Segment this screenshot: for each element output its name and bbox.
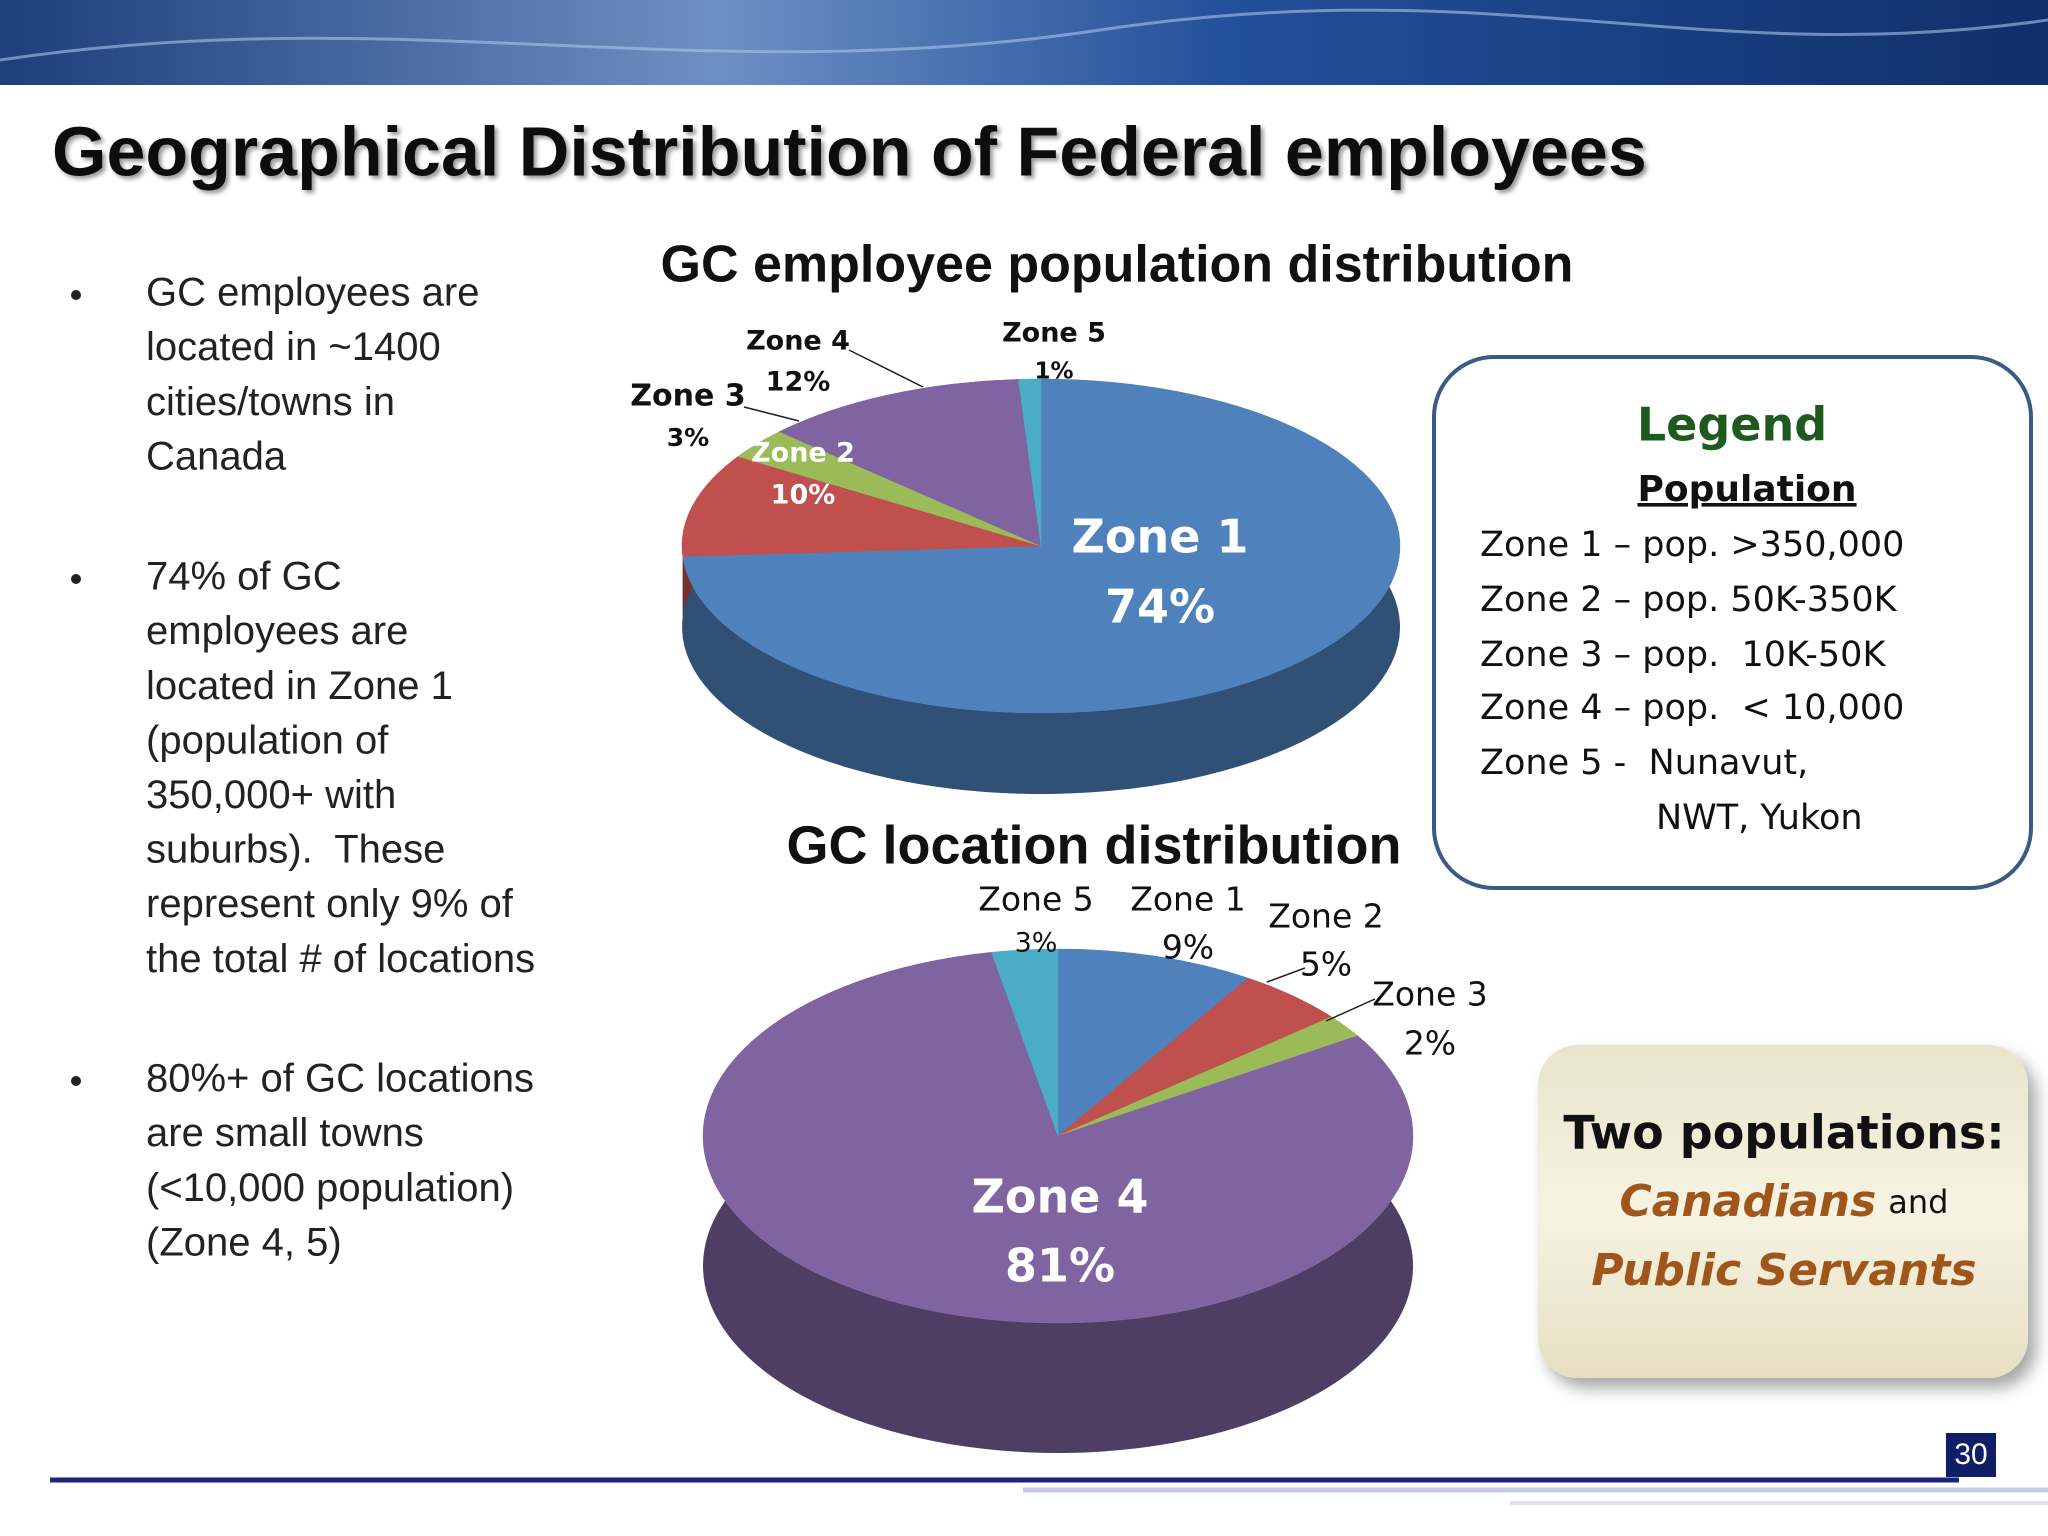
- slice: [991, 948, 1059, 1137]
- slice-value-label: 2%: [1404, 1024, 1456, 1063]
- bullet-text: Canada: [146, 434, 287, 478]
- slice: [681, 456, 1042, 557]
- bullet-dot: [71, 574, 81, 584]
- slice-label: Zone 2: [751, 438, 855, 469]
- callout-box: [1538, 1045, 2028, 1378]
- bullet-text: (Zone 4, 5): [146, 1220, 342, 1264]
- slice-value-label: 3%: [667, 423, 709, 452]
- slice-value-label: 3%: [1015, 928, 1058, 959]
- bullet-text: 80%+ of GC locations: [146, 1057, 534, 1101]
- slice-label: Zone 4: [972, 1170, 1149, 1224]
- legend-line: NWT, Yukon: [1656, 798, 1863, 838]
- slice: [778, 379, 1042, 547]
- callout-heading: Two populations:: [1563, 1106, 2004, 1160]
- callout-and: and: [1888, 1183, 1948, 1221]
- legend-line: Zone 3 – pop. 10K-50K: [1480, 635, 1886, 675]
- callout-emphasis: Canadians: [1620, 1176, 1877, 1227]
- callout-emphasis: Public Servants: [1591, 1245, 1976, 1296]
- leader-line: [1266, 967, 1306, 983]
- bullet-text: (population of: [146, 718, 389, 762]
- bullet-text: represent only 9% of: [146, 882, 514, 926]
- leader-line: [743, 406, 800, 422]
- slice-value-label: 9%: [1162, 928, 1214, 967]
- bullet-text: located in ~1400: [146, 325, 441, 369]
- legend-title: Legend: [1637, 398, 1827, 452]
- header-banner: [0, 0, 2048, 85]
- pie-tops: [681, 378, 1401, 714]
- chart-title: GC employee population distribution: [661, 236, 1574, 294]
- bullet-dot: [71, 290, 81, 300]
- bullet-text: (<10,000 population): [146, 1166, 514, 1210]
- page-number-box: [1946, 1433, 1996, 1477]
- slice: [682, 378, 1401, 714]
- pie-tops: [702, 948, 1414, 1324]
- slice-label: Zone 5: [1002, 318, 1106, 349]
- slice-value-label: 74%: [1105, 580, 1215, 634]
- legend-line: Zone 2 – pop. 50K-350K: [1480, 580, 1898, 620]
- slice-value-label: 1%: [1034, 359, 1073, 385]
- bullet-text: employees are: [146, 609, 408, 653]
- legend-subtitle: Population: [1637, 469, 1856, 510]
- bullet-text: 74% of GC: [146, 555, 342, 599]
- slice: [1057, 948, 1249, 1137]
- bullet-dot: [71, 1076, 81, 1086]
- bullet-text: GC employees are: [146, 271, 479, 315]
- callout-line: Canadians and: [1620, 1176, 1949, 1227]
- legend-line: Zone 1 – pop. >350,000: [1480, 525, 1904, 565]
- slice-value-label: 5%: [1300, 945, 1352, 984]
- bullet-text: located in Zone 1: [146, 664, 453, 708]
- bullet-text: are small towns: [146, 1111, 424, 1155]
- legend-box: [1432, 355, 2033, 890]
- slice-label: Zone 1: [1072, 510, 1249, 564]
- banner-wave: [0, 8, 2048, 62]
- leader-line: [1325, 998, 1376, 1022]
- slice-label: Zone 3: [1372, 975, 1488, 1014]
- slice-value-label: 81%: [1005, 1239, 1115, 1293]
- slice: [702, 952, 1414, 1324]
- bullet-text: cities/towns in: [146, 380, 395, 424]
- slice-value-label: 12%: [766, 367, 831, 398]
- bullet-text: 350,000+ with: [146, 773, 396, 817]
- chart-title: GC location distribution: [787, 815, 1402, 875]
- slice-label: Zone 2: [1268, 897, 1384, 936]
- bullet-text: suburbs). These: [146, 828, 445, 872]
- legend-line: Zone 5 - Nunavut,: [1480, 743, 1808, 783]
- page-number: 30: [1954, 1438, 1987, 1471]
- slide-title: Geographical Distribution of Federal emp…: [52, 112, 1647, 190]
- legend-line: Zone 4 – pop. < 10,000: [1480, 688, 1904, 728]
- slice-label: Zone 3: [630, 379, 745, 414]
- leader-line: [848, 349, 924, 388]
- slice-value-label: 10%: [771, 480, 836, 511]
- slice-label: Zone 1: [1130, 880, 1246, 919]
- bullet-text: the total # of locations: [146, 937, 535, 981]
- slice: [1018, 378, 1042, 547]
- slice-label: Zone 4: [746, 326, 850, 357]
- slice-label: Zone 5: [978, 880, 1094, 919]
